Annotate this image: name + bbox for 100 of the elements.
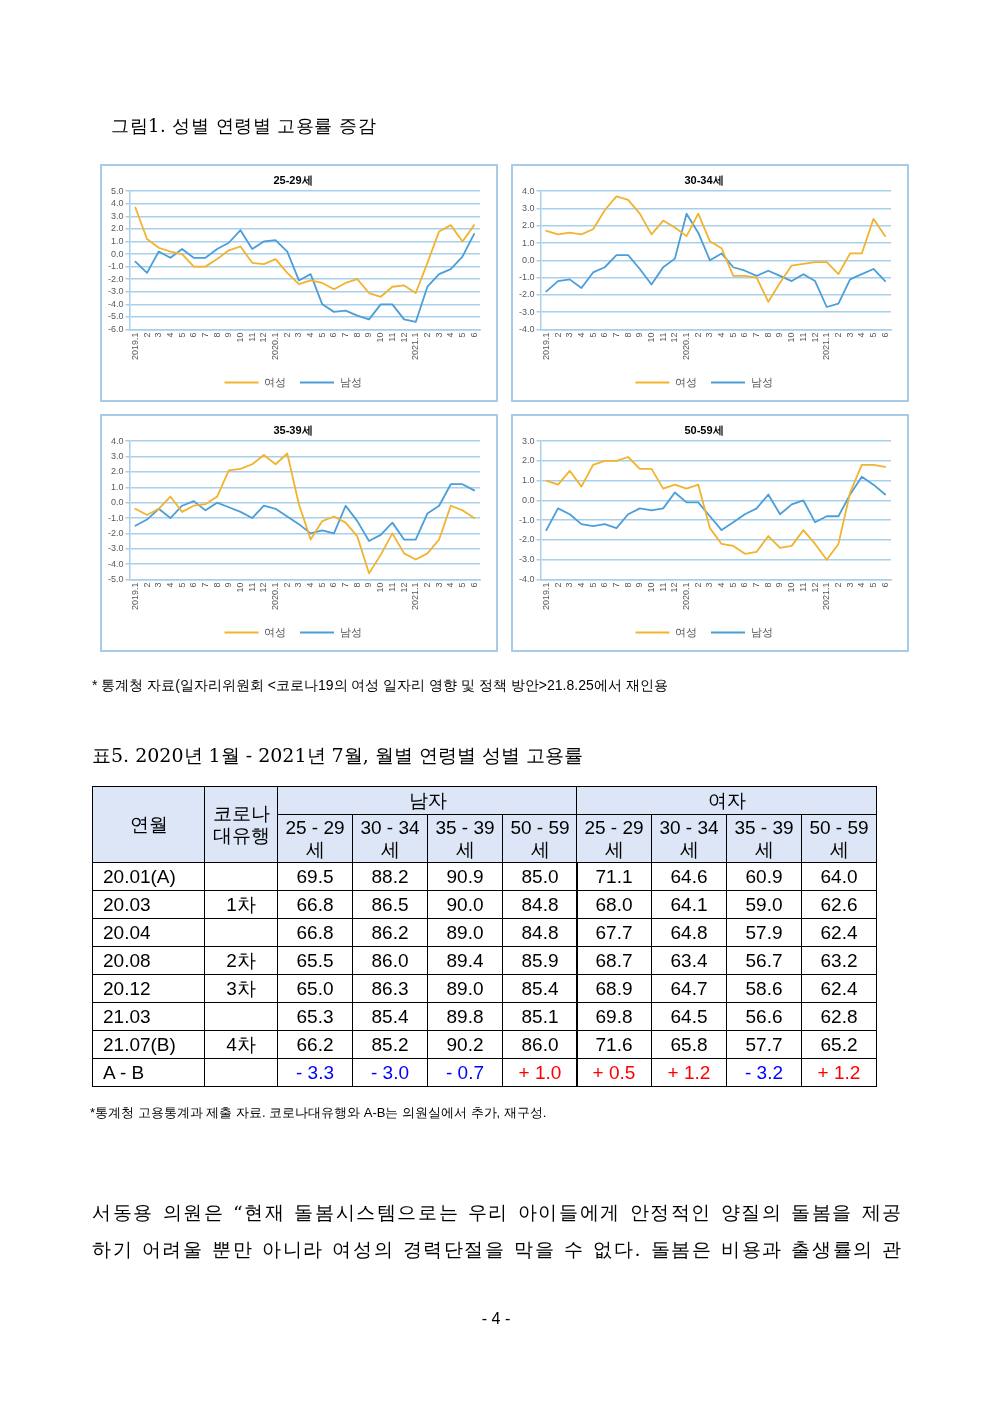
y-tick-label: -4.0: [107, 298, 124, 309]
y-tick-label: 5.0: [110, 185, 124, 196]
legend-label: 여성: [264, 375, 286, 388]
text: 서동용 의원은 “현재 돌봄시스템으로는 우리 아이들에게 안정적인 양질의 돌봄을 제공하기 어려울 뿐만 아니라 여성의 경력단절을 막을 수 없다. 돌봄은 비용과 출생률의 관: [92, 1200, 903, 1262]
x-tick-label: 9: [774, 332, 785, 338]
legend-label: 여성: [264, 625, 286, 638]
data-label: 86.3: [352, 974, 428, 1003]
y-tick-label: -5.0: [107, 573, 124, 584]
data-label: 65.8: [651, 1030, 727, 1059]
y-tick-label: 3.0: [110, 451, 124, 462]
x-tick-label: 7: [751, 582, 762, 588]
x-tick-label: 2019.1: [129, 582, 140, 610]
x-tick-label: 2: [552, 332, 563, 338]
x-tick-label: 6: [328, 332, 339, 338]
text: * 통계청 자료(일자리위원회 <코로나19의 여성 일자리 영향 및 정책 방안>21.8.25에서 재인용: [92, 677, 668, 695]
x-tick-label: 11: [797, 582, 808, 592]
data-label: 90.0: [427, 890, 503, 919]
x-tick-label: 35 - 39세: [427, 814, 503, 863]
y-tick-label: -1.0: [107, 261, 124, 272]
data-label: 86.5: [352, 890, 428, 919]
x-tick-label: 12: [809, 582, 820, 593]
y-tick-label: -2.0: [107, 527, 124, 538]
y-tick-label: 2.0: [110, 466, 124, 477]
data-label: 71.6: [576, 1030, 652, 1059]
x-tick-label: 3: [564, 332, 575, 338]
y-tick-label: 2.0: [110, 223, 124, 234]
x-tick-label: 5: [727, 582, 738, 588]
x-tick-label: 7: [340, 582, 351, 588]
x-tick-label: 4: [164, 332, 175, 338]
x-tick-label: 35 - 39세: [726, 814, 802, 863]
x-tick-label: 10: [645, 582, 656, 593]
y-tick-label: -1.0: [107, 512, 124, 523]
x-tick-label: 4: [716, 582, 727, 588]
x-tick-label: 6: [879, 332, 890, 338]
x-tick-label: 3: [704, 582, 715, 588]
y-tick-label: -2.0: [107, 273, 124, 284]
x-tick-label: 9: [223, 332, 234, 338]
x-tick-label: 12: [258, 582, 269, 593]
x-tick-label: 12: [398, 332, 409, 343]
y-tick-label: -6.0: [107, 323, 124, 334]
x-tick-label: 4: [716, 332, 727, 338]
x-tick-label: 6: [468, 582, 479, 588]
text: *통계청 고용통계과 제출 자료. 코로나대유행와 A-B는 의원실에서 추가, 재구성.: [90, 1104, 547, 1122]
legend-label: 남성: [750, 375, 773, 388]
data-label: 57.7: [726, 1030, 802, 1059]
data-label: 62.6: [801, 890, 877, 919]
x-tick-label: 9: [634, 582, 645, 588]
data-label: 60.9: [726, 862, 802, 891]
x-tick-label: 11: [797, 332, 808, 342]
x-tick-label: 5: [176, 582, 187, 588]
x-tick-label: 4: [856, 332, 867, 338]
data-label: 89.4: [427, 946, 503, 975]
data-label: - 0.7: [427, 1058, 503, 1087]
caption: 그림1. 성별 연령별 고용률 증감: [111, 114, 377, 138]
data-label: 89.8: [427, 1002, 503, 1031]
y-tick-label: 2.0: [521, 455, 535, 466]
x-tick-label: 3: [433, 582, 444, 588]
x-tick-label: 6: [739, 582, 750, 588]
x-tick-label: 5: [867, 332, 878, 338]
data-label: - 3.0: [352, 1058, 428, 1087]
x-tick-label: 12: [398, 582, 409, 593]
x-tick-label: 7: [340, 332, 351, 338]
x-tick-label: 6: [739, 332, 750, 338]
x-tick-label: 2: [832, 582, 843, 588]
x-tick-label: 4: [575, 582, 586, 588]
x-tick-label: 9: [363, 582, 374, 588]
x-tick-label: 2: [421, 582, 432, 588]
x-tick-label: 6: [468, 332, 479, 338]
y2-tick-label: 2차: [204, 946, 278, 975]
y2-tick-label: 3차: [204, 974, 278, 1003]
x-tick-label: 2: [141, 582, 152, 588]
legend-label: 여성: [675, 375, 697, 388]
data-label: 85.0: [502, 862, 578, 891]
data-label: 68.0: [576, 890, 652, 919]
x-tick-label: 4: [856, 582, 867, 588]
y-tick-label: 3.0: [521, 435, 535, 446]
x-tick-label: 5: [176, 332, 187, 338]
x-tick-label: 10: [786, 582, 797, 593]
data-label: + 1.0: [502, 1058, 578, 1087]
x-tick-label: 3: [844, 332, 855, 338]
x-tick-label: 2020.1: [681, 582, 692, 610]
x-tick-label: 2: [552, 582, 563, 588]
data-label: 65.0: [277, 974, 353, 1003]
data-label: 63.4: [651, 946, 727, 975]
x-tick-label: 2: [281, 332, 292, 338]
x-tick-label: 12: [669, 332, 680, 343]
data-label: 68.7: [576, 946, 652, 975]
data-label: 84.8: [502, 890, 578, 919]
x-tick-label: 6: [328, 582, 339, 588]
x-tick-label: 5: [587, 582, 598, 588]
y-tick-label: 20.08: [92, 946, 205, 975]
x-tick-label: 12: [258, 332, 269, 343]
data-label: 71.1: [576, 862, 652, 891]
x-tick-label: 10: [786, 332, 797, 343]
x-tick-label: 2021.1: [821, 582, 832, 610]
x-tick-label: 12: [669, 582, 680, 593]
y-tick-label: 21.07(B): [92, 1030, 205, 1059]
x-tick-label: 10: [645, 332, 656, 343]
data-label: 85.1: [502, 1002, 578, 1031]
x-tick-label: 2: [421, 332, 432, 338]
